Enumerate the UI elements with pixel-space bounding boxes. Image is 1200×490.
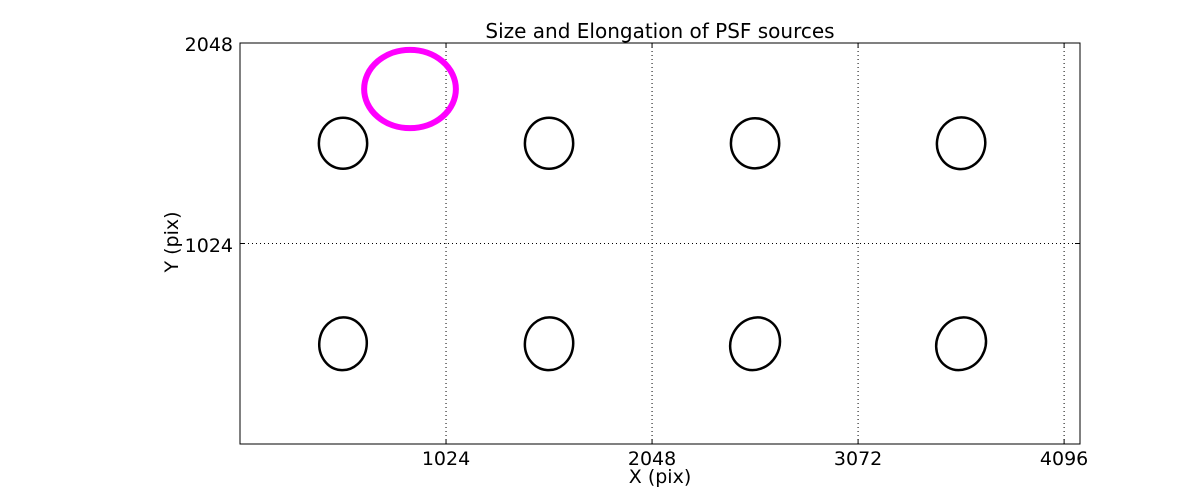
x-tick-label: 2048 [627,448,677,470]
x-tick-label: 1024 [421,448,471,470]
psf-source-ellipse [729,116,781,170]
x-tick-label: 4096 [1039,448,1089,470]
psf-source-ellipse [523,316,575,372]
psf-source-ellipse [935,116,987,171]
x-tick-label: 3072 [833,448,883,470]
psf-source-ellipse [728,316,782,372]
y-tick-label: 2048 [184,34,233,56]
psf-source-ellipse [317,316,369,372]
y-tick-label: 1024 [184,234,233,257]
highlighted-source-ellipse [361,46,459,132]
plot-title: Size and Elongation of PSF sources [485,19,835,43]
psf-source-ellipse [317,116,369,170]
psf-source-ellipse [523,116,575,170]
psf-source-ellipse [934,316,988,372]
x-axis-label: X (pix) [628,466,692,488]
